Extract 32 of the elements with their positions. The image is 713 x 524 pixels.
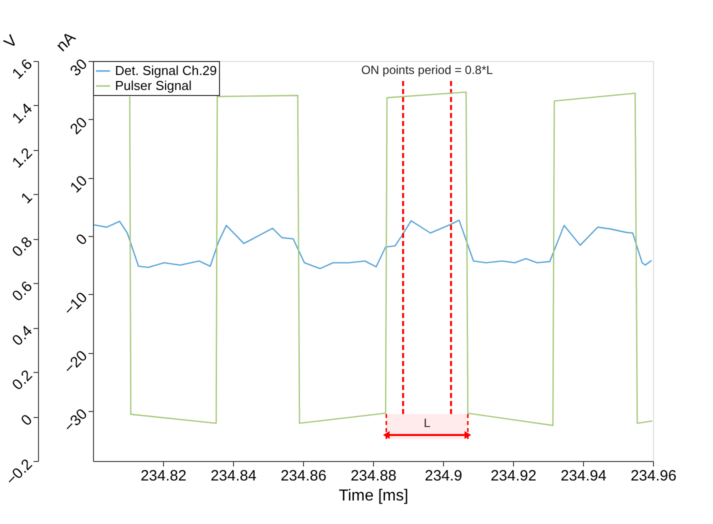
band-label: L: [424, 416, 431, 430]
x-tick-label: 234.92: [490, 468, 536, 484]
x-axis-title: Time [ms]: [338, 488, 408, 504]
legend-label: Det. Signal Ch.29: [115, 63, 217, 78]
x-tick-label: 234.82: [140, 468, 186, 484]
y2-tick-label: 1.4: [9, 100, 36, 128]
y2-tick-label: 1.2: [9, 144, 36, 172]
x-tick-label: 234.88: [350, 468, 396, 484]
x-tick-label: 234.96: [630, 468, 676, 484]
y2-tick-label: −0.2: [2, 456, 36, 489]
y2-tick-label: 1: [18, 189, 36, 208]
y-tick-label: 0: [72, 230, 91, 249]
y2-tick-label: 0.4: [9, 322, 36, 350]
y2-tick-label: 0.8: [9, 234, 36, 260]
y-tick-label: −10: [60, 289, 91, 320]
annotation: ON points period = 0.8*L: [361, 63, 494, 77]
y-tick-label: −20: [60, 347, 91, 378]
y2-tick-label: 1.6: [9, 56, 36, 83]
y-axis-title: nA: [53, 29, 80, 56]
x-tick-label: 234.86: [280, 468, 326, 484]
x-tick-label: 234.9: [424, 468, 462, 484]
y-tick-label: 30: [67, 56, 91, 80]
y2-axis-title: V: [1, 32, 22, 52]
x-tick-label: 234.84: [210, 468, 256, 484]
y2-tick-label: 0: [18, 411, 36, 430]
y2-tick-label: 0.2: [9, 366, 36, 394]
y-tick-label: 20: [67, 114, 91, 138]
legend-label: Pulser Signal: [115, 78, 192, 93]
x-tick-label: 234.94: [560, 468, 606, 484]
y2-tick-label: 0.6: [9, 278, 36, 305]
y-tick-label: −30: [60, 406, 91, 436]
y-tick-label: 10: [67, 172, 91, 196]
